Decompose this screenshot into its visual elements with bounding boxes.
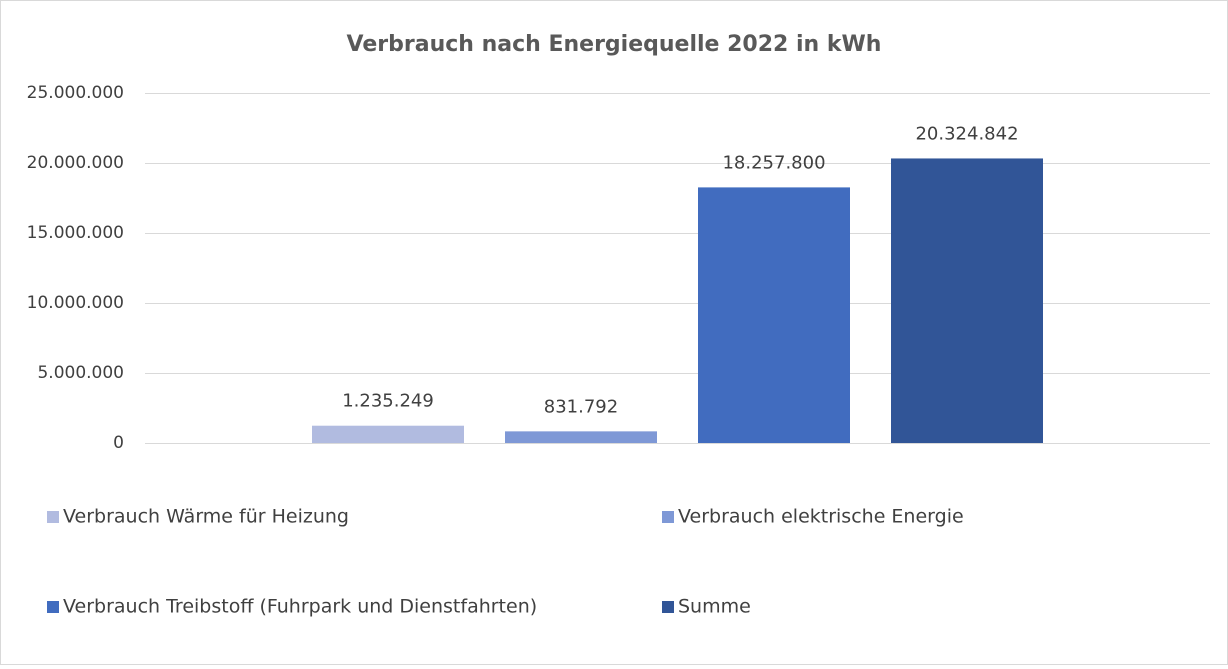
y-tick-label: 0 — [113, 433, 124, 453]
legend-swatch — [47, 601, 59, 613]
bar — [505, 431, 657, 443]
y-tick-label: 10.000.000 — [27, 293, 124, 313]
legend-label: Verbrauch Treibstoff (Fuhrpark und Diens… — [63, 596, 537, 618]
legend-swatch — [662, 601, 674, 613]
legend-swatch — [662, 511, 674, 523]
y-tick-label: 25.000.000 — [27, 83, 124, 103]
legend-label: Summe — [678, 596, 751, 618]
legend-swatch — [47, 511, 59, 523]
chart-title: Verbrauch nach Energiequelle 2022 in kWh — [347, 32, 882, 57]
y-tick-label: 15.000.000 — [27, 223, 124, 243]
bar — [312, 425, 464, 443]
legend-label: Verbrauch elektrische Energie — [678, 506, 964, 528]
bar — [891, 158, 1043, 443]
y-tick-label: 20.000.000 — [27, 153, 124, 173]
bar — [698, 187, 850, 443]
data-label: 831.792 — [544, 396, 618, 417]
data-label: 1.235.249 — [342, 391, 434, 412]
y-tick-label: 5.000.000 — [37, 363, 124, 383]
data-label: 18.257.800 — [722, 152, 825, 173]
legend-label: Verbrauch Wärme für Heizung — [63, 506, 349, 528]
data-label: 20.324.842 — [915, 123, 1018, 144]
